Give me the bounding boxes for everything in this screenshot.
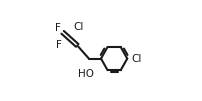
Text: F: F (56, 40, 62, 50)
Text: Cl: Cl (73, 22, 83, 32)
Text: F: F (55, 23, 60, 33)
Text: HO: HO (78, 69, 94, 79)
Text: Cl: Cl (131, 54, 142, 64)
